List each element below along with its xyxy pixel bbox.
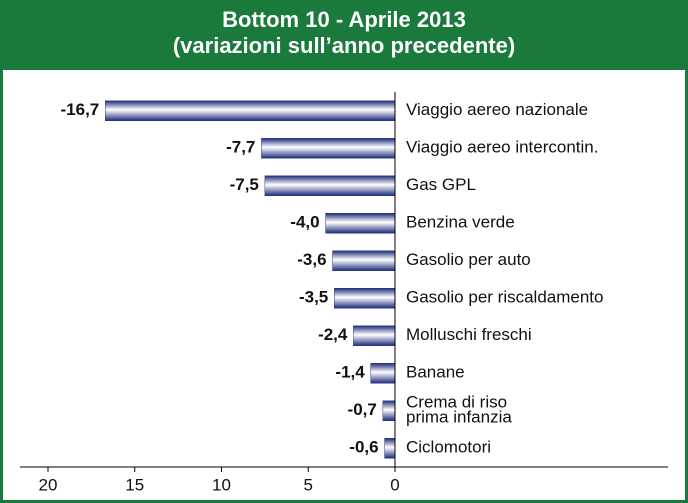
value-label: -1,4: [335, 363, 365, 382]
x-tick-label: 0: [390, 475, 399, 494]
category-label: prima infanzia: [406, 408, 512, 427]
value-label: -3,6: [297, 250, 326, 269]
x-tick-label: 15: [125, 475, 144, 494]
bar: [105, 100, 396, 121]
value-label: -4,0: [290, 213, 319, 232]
bar: [370, 363, 396, 384]
category-label: Ciclomotori: [406, 438, 491, 457]
bar: [325, 213, 396, 234]
header: [0, 0, 688, 70]
category-label: Banane: [406, 363, 465, 382]
chart-subtitle: (variazioni sull’anno precedente): [173, 33, 515, 58]
category-label: Gas GPL: [406, 175, 476, 194]
bar: [384, 438, 396, 459]
value-label: -7,7: [226, 138, 255, 157]
value-label: -2,4: [318, 325, 348, 344]
value-label: -16,7: [61, 100, 100, 119]
bar: [353, 325, 396, 346]
bar: [261, 138, 396, 159]
value-label: -3,5: [299, 288, 328, 307]
category-label: Viaggio aereo intercontin.: [406, 138, 599, 157]
x-tick-label: 20: [39, 475, 58, 494]
bar: [264, 175, 396, 196]
x-tick-label: 5: [304, 475, 313, 494]
value-label: -7,5: [230, 175, 259, 194]
chart-title: Bottom 10 - Aprile 2013: [222, 7, 466, 32]
category-label: Viaggio aereo nazionale: [406, 100, 588, 119]
value-label: -0,6: [349, 438, 378, 457]
category-label: Crema di riso: [406, 393, 507, 412]
value-label: -0,7: [348, 400, 377, 419]
bar: [334, 288, 396, 309]
category-label: Gasolio per auto: [406, 250, 531, 269]
category-label: Benzina verde: [406, 213, 515, 232]
category-label: Gasolio per riscaldamento: [406, 288, 603, 307]
category-label: Molluschi freschi: [406, 325, 532, 344]
bar: [382, 400, 396, 421]
x-tick-label: 10: [212, 475, 231, 494]
bar: [332, 250, 396, 271]
